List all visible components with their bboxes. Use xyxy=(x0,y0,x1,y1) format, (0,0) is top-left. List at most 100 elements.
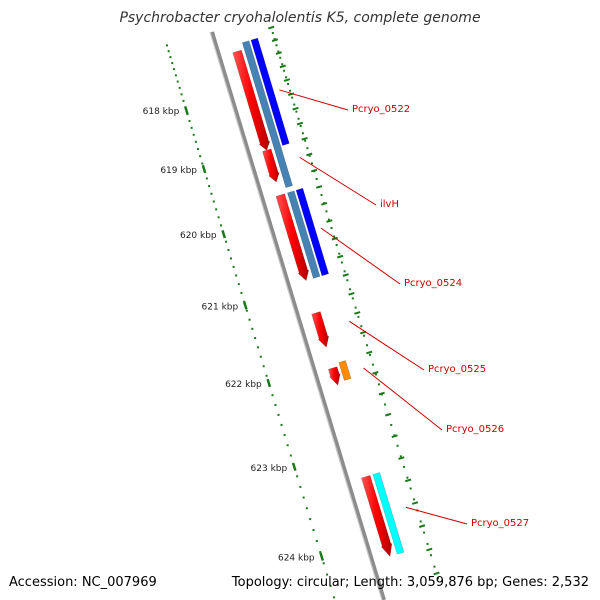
track-dot xyxy=(174,74,177,77)
outer-track-tick xyxy=(354,311,361,315)
track-dot xyxy=(315,540,318,543)
gene-arrow xyxy=(295,187,329,277)
track-dot xyxy=(304,139,307,142)
track-dot xyxy=(256,346,259,349)
track-dot xyxy=(220,224,223,227)
gene-arrow xyxy=(241,40,293,188)
outer-track-tick xyxy=(426,547,433,552)
track-dot xyxy=(406,476,409,479)
track-dot xyxy=(419,520,422,523)
track-dot xyxy=(363,334,366,337)
track-dot xyxy=(329,584,332,587)
track-dot xyxy=(215,208,218,211)
track-dot xyxy=(194,140,197,143)
track-dot xyxy=(259,355,262,358)
track-dot xyxy=(295,110,298,113)
outer-track-tick xyxy=(306,152,313,157)
track-dot xyxy=(199,155,202,158)
track-dot xyxy=(305,507,308,510)
track-dot xyxy=(173,68,176,71)
track-dot xyxy=(271,32,274,35)
outer-track-tick xyxy=(315,185,323,189)
track-dot xyxy=(399,455,402,458)
track-dot xyxy=(343,270,346,273)
track-dot xyxy=(315,178,318,181)
track-dot xyxy=(436,577,439,580)
track-dot xyxy=(235,274,238,277)
track-dot xyxy=(279,56,282,59)
gene-leader-line xyxy=(279,89,349,111)
outer-track-tick xyxy=(372,370,379,375)
track-dot xyxy=(227,249,230,252)
gene-leader-line xyxy=(363,367,443,431)
track-dot xyxy=(302,496,305,499)
track-dot xyxy=(285,76,288,79)
scale-tick-label: 624 kbp xyxy=(278,554,315,564)
track-dot xyxy=(196,147,199,150)
gene-arrow xyxy=(311,311,330,348)
outer-track-tick xyxy=(271,38,279,42)
gene-label: ilvH xyxy=(380,199,399,210)
track-dot xyxy=(286,444,289,447)
track-dot xyxy=(291,96,294,99)
track-dot xyxy=(351,297,354,300)
track-dot xyxy=(277,50,280,53)
track-dot xyxy=(265,374,268,377)
track-dot xyxy=(423,531,426,534)
track-dot xyxy=(245,309,248,312)
track-dot xyxy=(322,562,325,565)
track-dot xyxy=(396,444,399,447)
track-dot xyxy=(301,132,304,135)
scale-tick xyxy=(291,462,297,471)
track-dot xyxy=(366,344,369,347)
gene-arrow xyxy=(232,49,271,151)
track-dot xyxy=(262,365,265,368)
gene-leader-line xyxy=(320,227,401,285)
outer-track-tick xyxy=(296,121,304,126)
track-dot xyxy=(190,126,193,129)
track-dot xyxy=(254,337,257,340)
backbone-arc xyxy=(210,31,386,600)
outer-track-tick xyxy=(292,106,299,111)
outer-track-tick xyxy=(301,136,308,141)
track-dot xyxy=(409,487,412,490)
track-dot xyxy=(354,306,357,309)
gene-arrow xyxy=(361,474,393,558)
track-dot xyxy=(237,283,240,286)
track-dot xyxy=(371,363,374,366)
track-dot xyxy=(178,86,181,89)
track-dot xyxy=(169,56,172,59)
gene-labels: Pcryo_0522 ilvH Pcryo_0524 Pcryo_0525 Pcryo_… xyxy=(279,89,529,529)
track-dot xyxy=(346,279,349,282)
track-dot xyxy=(192,133,195,136)
outer-track-tick xyxy=(283,78,291,82)
track-dot xyxy=(368,353,371,356)
track-dot xyxy=(274,404,277,407)
scale-tick-label: 622 kbp xyxy=(225,380,262,390)
track-dot xyxy=(299,124,302,127)
outer-track-tick xyxy=(433,571,440,576)
scale-tick-label: 619 kbp xyxy=(160,166,197,176)
gene-arrow xyxy=(338,360,352,381)
track-dot xyxy=(433,565,436,568)
track-dot xyxy=(299,485,302,488)
scale-tick-label: 621 kbp xyxy=(202,302,239,312)
outer-track-tick xyxy=(378,391,385,396)
gene-arrow xyxy=(275,193,310,282)
outer-track-tick xyxy=(321,201,328,206)
gene-label: Pcryo_0525 xyxy=(428,364,486,375)
track-dot xyxy=(271,394,274,397)
track-dot xyxy=(333,235,336,238)
track-dot xyxy=(273,38,276,41)
outer-track-tick xyxy=(398,456,405,460)
gene-arrow xyxy=(287,190,321,279)
track-dot xyxy=(320,193,323,196)
outer-track-tick xyxy=(411,501,419,505)
outer-track-tick xyxy=(418,524,426,528)
track-dot xyxy=(283,69,286,72)
gene-arrow xyxy=(372,472,405,555)
track-dot xyxy=(384,403,387,406)
scale-ticks: 618 kbp 619 kbp 620 kbp 621 kbp 622 kbp 623 k… xyxy=(143,25,440,576)
gene-features xyxy=(232,37,405,558)
track-dot xyxy=(403,465,406,468)
